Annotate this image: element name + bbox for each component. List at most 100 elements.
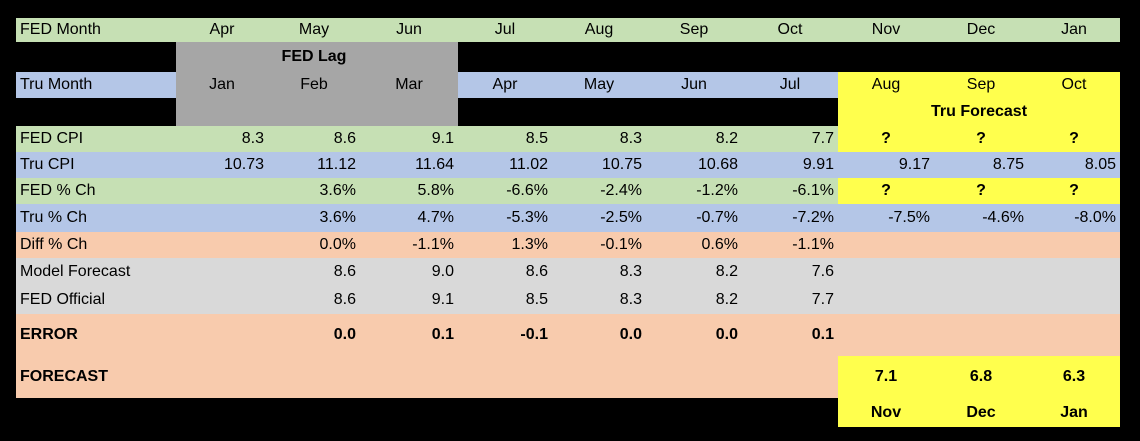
value-cell: 1.3%: [511, 236, 548, 253]
value-cell: 8.3: [241, 130, 264, 147]
value-cell: 9.91: [802, 156, 834, 173]
tru-month-cell: Jul: [779, 76, 801, 93]
value-cell: 11.02: [509, 156, 548, 173]
value-cell: -0.7%: [696, 209, 738, 226]
fed-month-cell: Sep: [679, 21, 709, 38]
fed-lag-fill: [360, 42, 458, 72]
row-label: Model Forecast: [20, 263, 131, 280]
model-forecast-row: Model Forecast 8.6 9.0 8.6 8.3 8.2 7.6: [16, 258, 1120, 286]
value-cell: ?: [1028, 126, 1120, 152]
value-cell: [176, 232, 268, 258]
fed-cpi-row: FED CPI 8.3 8.6 9.1 8.5 8.3 8.2 7.7???: [16, 126, 1120, 152]
value-cell: -8.0%: [1074, 209, 1116, 226]
tru-pct-change-row: Tru % Ch 3.6% 4.7% -5.3% -2.5% -0.7% -7.2% -7.5…: [16, 204, 1120, 232]
value-cell: -6.1%: [792, 182, 834, 199]
value-cell: 0.0: [619, 326, 642, 343]
forecast-months-row: Nov Dec Jan: [16, 398, 1120, 427]
error-row: ERROR 0.0 0.1 -0.1 0.0 0.0 0.1: [16, 314, 1120, 356]
value-cell: 3.6%: [319, 182, 356, 199]
forecast-month: Dec: [934, 398, 1028, 427]
value-cell: 0.1: [431, 326, 454, 343]
value-cell: ?: [934, 126, 1028, 152]
value-cell: 11.12: [317, 156, 356, 173]
value-cell: 8.6: [333, 291, 356, 308]
value-cell: -1.1%: [792, 236, 834, 253]
value-cell: -5.3%: [506, 209, 548, 226]
fed-month-cell: May: [298, 21, 330, 38]
value-cell: [176, 204, 268, 232]
value-cell: 8.75: [992, 156, 1024, 173]
value-cell: 0.0%: [319, 236, 356, 253]
fed-month-cell: Dec: [966, 21, 996, 38]
value-cell: 8.2: [715, 291, 738, 308]
value-cell: -6.6%: [506, 182, 548, 199]
tru-month-label: Tru Month: [20, 76, 93, 93]
value-cell: 8.3: [619, 263, 642, 280]
value-cell: 5.8%: [417, 182, 454, 199]
row-label: FED % Ch: [20, 182, 96, 199]
value-cell: -7.5%: [888, 209, 930, 226]
value-cell: 8.6: [333, 263, 356, 280]
tru-month-cell: Oct: [1028, 72, 1120, 98]
value-cell: [934, 286, 1028, 314]
value-cell: 0.0: [715, 326, 738, 343]
tru-month-cell: Jun: [681, 76, 707, 93]
value-cell: 8.3: [619, 291, 642, 308]
value-cell: 8.05: [1084, 156, 1116, 173]
value-cell: 8.2: [715, 263, 738, 280]
value-cell: -4.6%: [982, 209, 1024, 226]
row-label: Diff % Ch: [20, 236, 88, 253]
value-cell: 0.1: [811, 326, 834, 343]
value-cell: [1028, 232, 1120, 258]
value-cell: -7.2%: [792, 209, 834, 226]
value-cell: 8.2: [715, 130, 738, 147]
tru-forecast-label: Tru Forecast: [838, 98, 1120, 126]
row-label: FED CPI: [20, 130, 84, 147]
value-cell: [176, 258, 268, 286]
value-cell: 10.68: [697, 156, 738, 173]
fed-month-cell: Aug: [584, 21, 614, 38]
fed-lag-fill: [176, 98, 458, 126]
value-cell: 8.6: [333, 130, 356, 147]
fed-month-cell: Jun: [396, 21, 422, 38]
forecast-value: 6.8: [934, 356, 1028, 398]
tru-month-cell: Mar: [360, 72, 458, 98]
lag-row: FED Lag: [16, 42, 1120, 72]
value-cell: 11.64: [415, 156, 454, 173]
fed-pct-change-row: FED % Ch 3.6% 5.8% -6.6% -2.4% -1.2% -6.1%???: [16, 178, 1120, 204]
row-label: ERROR: [20, 326, 78, 343]
tru-month-cell: May: [583, 76, 615, 93]
row-label: Tru % Ch: [20, 209, 87, 226]
value-cell: 7.6: [811, 263, 834, 280]
value-cell: [176, 178, 268, 204]
value-cell: 9.17: [898, 156, 930, 173]
value-cell: 9.0: [431, 263, 454, 280]
value-cell: [934, 258, 1028, 286]
fed-month-cell: Oct: [777, 21, 803, 38]
value-cell: 10.75: [601, 156, 642, 173]
row-label: Tru CPI: [20, 156, 75, 173]
value-cell: [1028, 258, 1120, 286]
tru-forecast-row: Tru Forecast: [16, 98, 1120, 126]
value-cell: 9.1: [431, 130, 454, 147]
fed-month-cell: Jan: [1061, 21, 1087, 38]
fed-month-row: FED Month Apr May Jun Jul Aug Sep Oct Nov Dec Jan: [16, 18, 1120, 42]
tru-month-cell: Feb: [268, 72, 360, 98]
value-cell: [838, 232, 934, 258]
value-cell: 7.7: [811, 130, 834, 147]
forecast-value: 6.3: [1028, 356, 1120, 398]
value-cell: 8.5: [525, 130, 548, 147]
value-cell: 0.0: [333, 326, 356, 343]
tru-month-cell: Sep: [934, 72, 1028, 98]
value-cell: [1028, 314, 1120, 356]
fed-lag-fill: [176, 42, 268, 72]
tru-month-row: Tru Month Jan Feb Mar Apr May Jun Jul Aug Sep Oct: [16, 72, 1120, 98]
value-cell: -2.4%: [600, 182, 642, 199]
value-cell: [1028, 286, 1120, 314]
forecast-row: FORECAST 7.1 6.8 6.3: [16, 356, 1120, 398]
forecast-value: 7.1: [838, 356, 934, 398]
row-label: FED Official: [20, 291, 106, 308]
value-cell: [934, 232, 1028, 258]
value-cell: -0.1: [520, 326, 548, 343]
fed-month-cell: Nov: [871, 21, 901, 38]
